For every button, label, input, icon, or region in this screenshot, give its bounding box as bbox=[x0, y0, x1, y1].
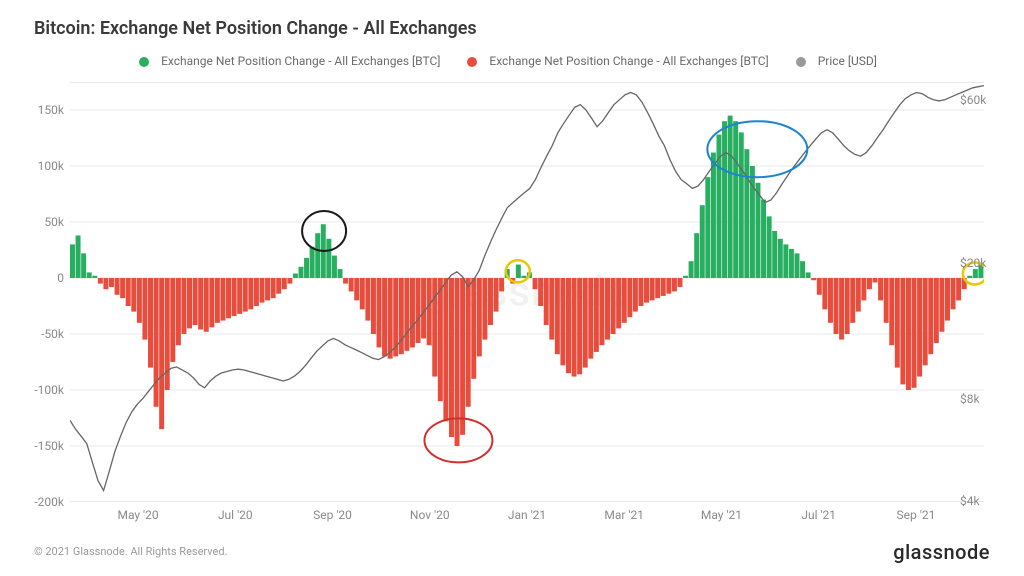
chart-title: Bitcoin: Exchange Net Position Change - … bbox=[34, 18, 477, 39]
legend-red: Exchange Net Position Change - All Excha… bbox=[467, 54, 776, 68]
x-tick: Sep '20 bbox=[313, 508, 352, 522]
y-tick: 100k bbox=[24, 159, 64, 173]
x-tick: Jul '20 bbox=[218, 508, 253, 522]
chart-plot: glassnode bbox=[70, 82, 984, 502]
x-tick: May '21 bbox=[701, 508, 742, 522]
y2-tick: $4k bbox=[960, 494, 1000, 508]
y-tick: 0 bbox=[24, 271, 64, 285]
y2-tick: $20k bbox=[960, 256, 1000, 270]
x-tick: Sep '21 bbox=[897, 508, 936, 522]
x-tick: Nov '20 bbox=[410, 508, 450, 522]
chart-svg bbox=[70, 82, 984, 502]
legend-price: Price [USD] bbox=[796, 54, 885, 68]
y-tick: 50k bbox=[24, 215, 64, 229]
x-tick: Jul '21 bbox=[801, 508, 836, 522]
legend-green: Exchange Net Position Change - All Excha… bbox=[139, 54, 448, 68]
y-tick: -150k bbox=[24, 439, 64, 453]
y-tick: 150k bbox=[24, 103, 64, 117]
y-tick: -50k bbox=[24, 327, 64, 341]
footer-copyright: © 2021 Glassnode. All Rights Reserved. bbox=[34, 545, 227, 558]
y-tick: -100k bbox=[24, 383, 64, 397]
x-tick: Jan '21 bbox=[508, 508, 546, 522]
x-tick: May '20 bbox=[117, 508, 158, 522]
y2-tick: $60k bbox=[960, 93, 1000, 107]
y-tick: -200k bbox=[24, 495, 64, 509]
y2-tick: $8k bbox=[960, 392, 1000, 406]
legend: Exchange Net Position Change - All Excha… bbox=[0, 54, 1024, 68]
footer-logo: glassnode bbox=[893, 540, 990, 564]
x-tick: Mar '21 bbox=[604, 508, 644, 522]
